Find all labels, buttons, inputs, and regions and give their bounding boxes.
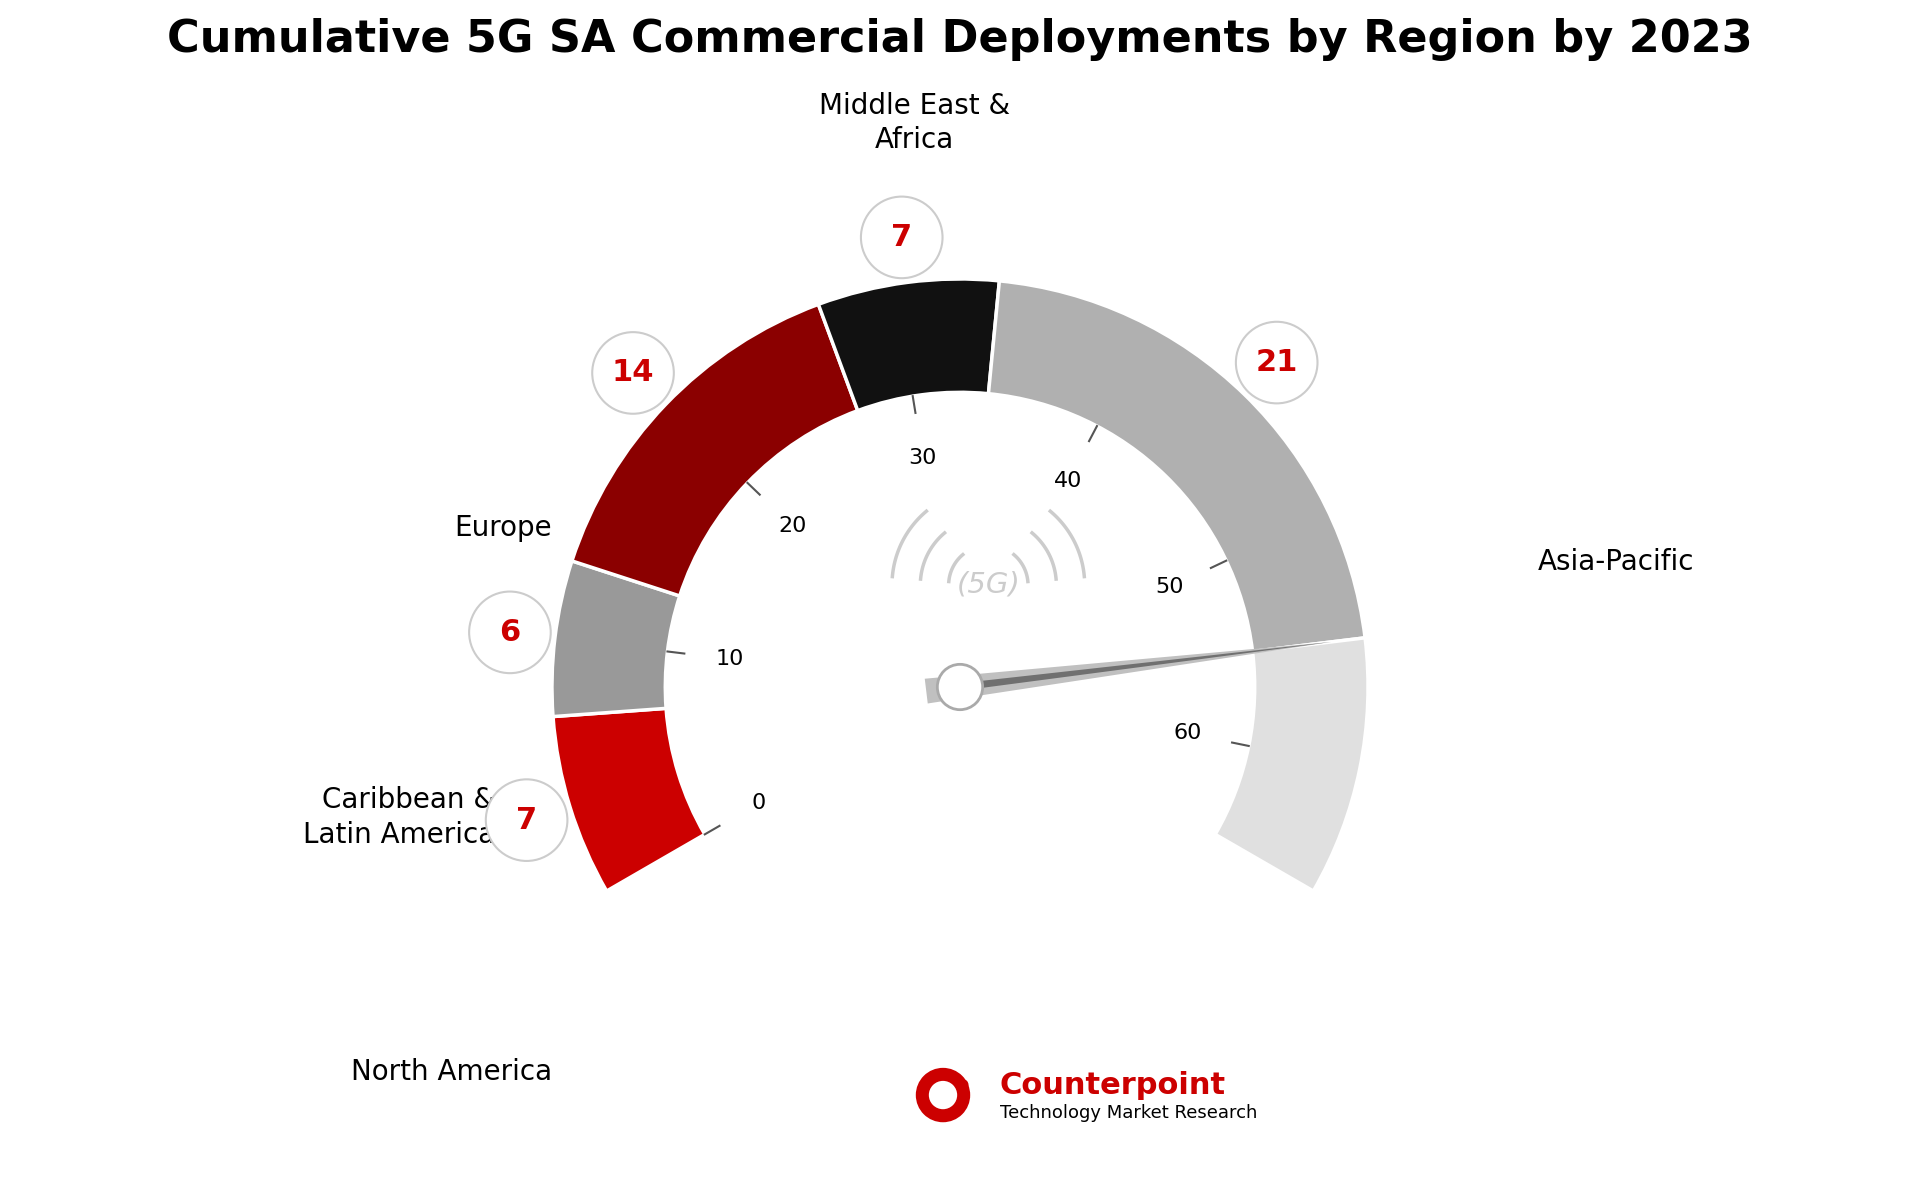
Text: Asia-Pacific: Asia-Pacific	[1538, 548, 1695, 577]
Polygon shape	[960, 642, 1331, 691]
Circle shape	[929, 1081, 958, 1109]
Text: 0: 0	[751, 793, 766, 813]
Circle shape	[1236, 321, 1317, 403]
Text: 7: 7	[516, 805, 538, 834]
Text: North America: North America	[351, 1058, 551, 1086]
Circle shape	[860, 196, 943, 278]
Wedge shape	[572, 305, 858, 596]
Text: 10: 10	[714, 649, 743, 669]
Wedge shape	[551, 561, 680, 716]
Text: 14: 14	[612, 359, 655, 388]
Text: (5G): (5G)	[956, 571, 1020, 600]
Circle shape	[958, 1079, 968, 1091]
Wedge shape	[1215, 638, 1369, 891]
Text: 60: 60	[1173, 724, 1202, 744]
Text: Middle East &
Africa: Middle East & Africa	[820, 92, 1010, 154]
Text: 6: 6	[499, 618, 520, 647]
Circle shape	[937, 665, 983, 709]
Text: Caribbean &
Latin America: Caribbean & Latin America	[303, 786, 495, 849]
Text: 20: 20	[778, 517, 806, 536]
Text: Europe: Europe	[455, 514, 551, 542]
Text: Technology Market Research: Technology Market Research	[1000, 1104, 1258, 1122]
Wedge shape	[553, 708, 705, 891]
Text: 21: 21	[1256, 348, 1298, 377]
Wedge shape	[818, 279, 1000, 411]
Text: Counterpoint: Counterpoint	[1000, 1072, 1225, 1100]
Text: 40: 40	[1054, 471, 1083, 491]
Text: 30: 30	[908, 448, 937, 467]
Circle shape	[468, 591, 551, 673]
Circle shape	[916, 1068, 970, 1122]
Text: 50: 50	[1156, 578, 1185, 597]
Polygon shape	[925, 642, 1331, 703]
Text: Cumulative 5G SA Commercial Deployments by Region by 2023: Cumulative 5G SA Commercial Deployments …	[167, 18, 1753, 61]
Circle shape	[591, 332, 674, 414]
Text: 7: 7	[891, 223, 912, 252]
Wedge shape	[989, 281, 1365, 651]
Circle shape	[486, 779, 568, 861]
